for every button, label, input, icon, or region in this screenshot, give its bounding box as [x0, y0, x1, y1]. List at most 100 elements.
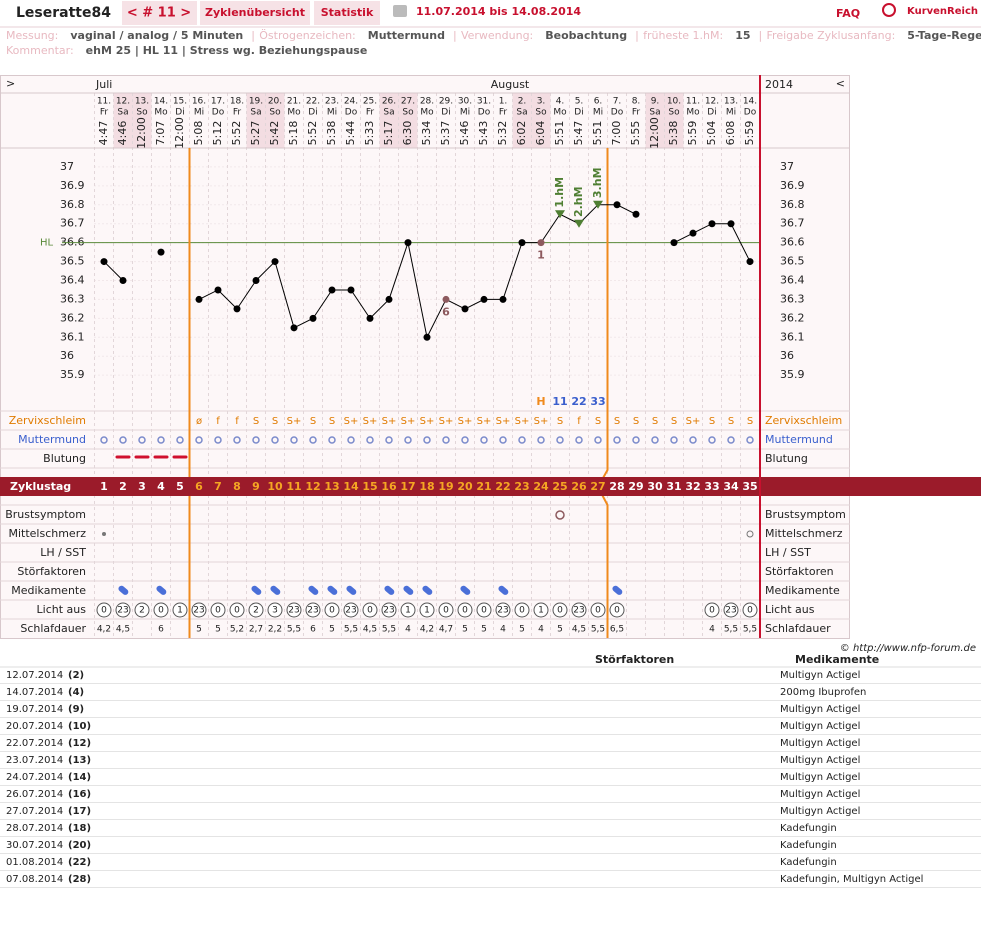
cervix-symbol — [518, 436, 526, 444]
weekday: Mo — [420, 108, 434, 118]
lights-out: 1 — [424, 606, 430, 616]
date: 24. — [344, 97, 358, 107]
cervical-mucus: f — [577, 416, 581, 427]
sleep-duration: 4,2 — [97, 625, 111, 635]
time: 5:47 — [572, 121, 585, 146]
temperature-point — [157, 248, 165, 256]
username[interactable]: Leseratte84 — [16, 5, 111, 21]
y-tick-label-right: 36.8 — [780, 198, 805, 211]
cervical-mucus: S+ — [420, 416, 435, 427]
table-day: (13) — [68, 755, 91, 766]
cervix-symbol — [480, 436, 488, 444]
point-label: 1 — [537, 249, 545, 262]
table-medication: Multigyn Actigel — [780, 755, 860, 766]
tab-label[interactable]: Statistik — [321, 6, 374, 19]
cycle-nav[interactable]: < # 11 > — [127, 6, 191, 21]
date: 2. — [518, 97, 527, 107]
cervical-mucus: S+ — [344, 416, 359, 427]
time: 5:17 — [382, 121, 395, 146]
weekday: Fr — [499, 108, 508, 118]
cervical-mucus: S+ — [458, 416, 473, 427]
cervix-symbol — [461, 436, 469, 444]
table-day: (10) — [68, 721, 91, 732]
cycle-day: 21 — [476, 480, 491, 493]
medication-icon — [270, 585, 281, 595]
sleep-duration: 4,2 — [420, 625, 434, 635]
lights-out-ring — [533, 602, 549, 618]
weekday: Fr — [366, 108, 375, 118]
brand[interactable]: KurvenReich — [907, 6, 978, 17]
cervix-symbol — [252, 436, 260, 444]
sleep-duration: 4 — [500, 625, 506, 635]
y-tick-label-right: 37 — [780, 160, 794, 173]
table-date: 22.07.2014 — [6, 738, 63, 749]
time: 5:33 — [363, 121, 376, 146]
row-label: Zyklustag — [10, 480, 71, 493]
row-label-right: Muttermund — [765, 433, 833, 446]
tab-label[interactable]: Zyklenübersicht — [205, 6, 305, 19]
cervix-symbol — [537, 436, 545, 444]
table-medication: Kadefungin — [780, 857, 837, 868]
cervical-mucus: S+ — [515, 416, 530, 427]
weekend-shade — [113, 93, 133, 148]
date: 20. — [268, 97, 282, 107]
date: 6. — [594, 97, 603, 107]
time: 5:38 — [325, 121, 338, 146]
cervix-symbol — [157, 436, 165, 444]
print-icon[interactable] — [393, 5, 407, 17]
lights-out-ring — [495, 602, 511, 618]
sleep-duration: 4,5 — [572, 625, 586, 635]
row-label-right: Medikamente — [765, 584, 840, 597]
cervical-mucus: S — [709, 416, 715, 427]
y-tick-label: 37 — [60, 160, 74, 173]
lights-out: 2 — [139, 606, 145, 616]
date: 30. — [458, 97, 472, 107]
info-value: Beobachtung — [545, 29, 627, 42]
date: 3. — [537, 97, 546, 107]
nav-left: > — [6, 77, 15, 90]
lights-out: 0 — [329, 606, 335, 616]
lights-out: 23 — [725, 606, 736, 616]
cycle-day: 9 — [252, 480, 260, 493]
medication-icon — [384, 585, 395, 595]
lights-out-ring — [609, 602, 625, 618]
weekday: Di — [175, 108, 184, 118]
lights-out-ring — [324, 602, 340, 618]
table-date: 23.07.2014 — [6, 755, 63, 766]
temperature-point — [404, 239, 412, 247]
date: 17. — [211, 97, 225, 107]
cycle-day: 16 — [381, 480, 397, 493]
cervix-symbol — [100, 436, 108, 444]
weekday: Di — [308, 108, 317, 118]
table-date: 19.07.2014 — [6, 704, 63, 715]
lights-out: 23 — [193, 606, 204, 616]
weekday: So — [269, 108, 281, 118]
weekend-shade — [664, 93, 684, 148]
cervix-symbol — [613, 436, 621, 444]
cycle-day-band — [0, 477, 981, 496]
date: 12. — [116, 97, 130, 107]
cycle-day: 30 — [647, 480, 663, 493]
weekday: Do — [744, 108, 757, 118]
y-tick-label: 36.2 — [60, 311, 85, 324]
table-medication: Multigyn Actigel — [780, 772, 860, 783]
faq-link[interactable]: FAQ — [836, 7, 860, 20]
lights-out-ring — [723, 602, 739, 618]
cycle-day: 8 — [233, 480, 241, 493]
pain-dot — [102, 532, 106, 536]
cycle-day: 4 — [157, 480, 165, 493]
date: 7. — [613, 97, 622, 107]
table-date: 12.07.2014 — [6, 670, 63, 681]
temperature-point — [518, 239, 526, 247]
time: 5:38 — [667, 121, 680, 146]
lights-out-ring — [438, 602, 454, 618]
weekday: Mi — [327, 108, 337, 118]
time: 5:51 — [553, 121, 566, 146]
table-medication: Multigyn Actigel — [780, 704, 860, 715]
marker: 33 — [590, 395, 605, 408]
medication-icon — [156, 585, 167, 595]
sleep-duration: 5,5 — [591, 625, 605, 635]
lights-out: 23 — [383, 606, 394, 616]
weekday: Do — [212, 108, 225, 118]
y-tick-label: 36 — [60, 349, 74, 362]
